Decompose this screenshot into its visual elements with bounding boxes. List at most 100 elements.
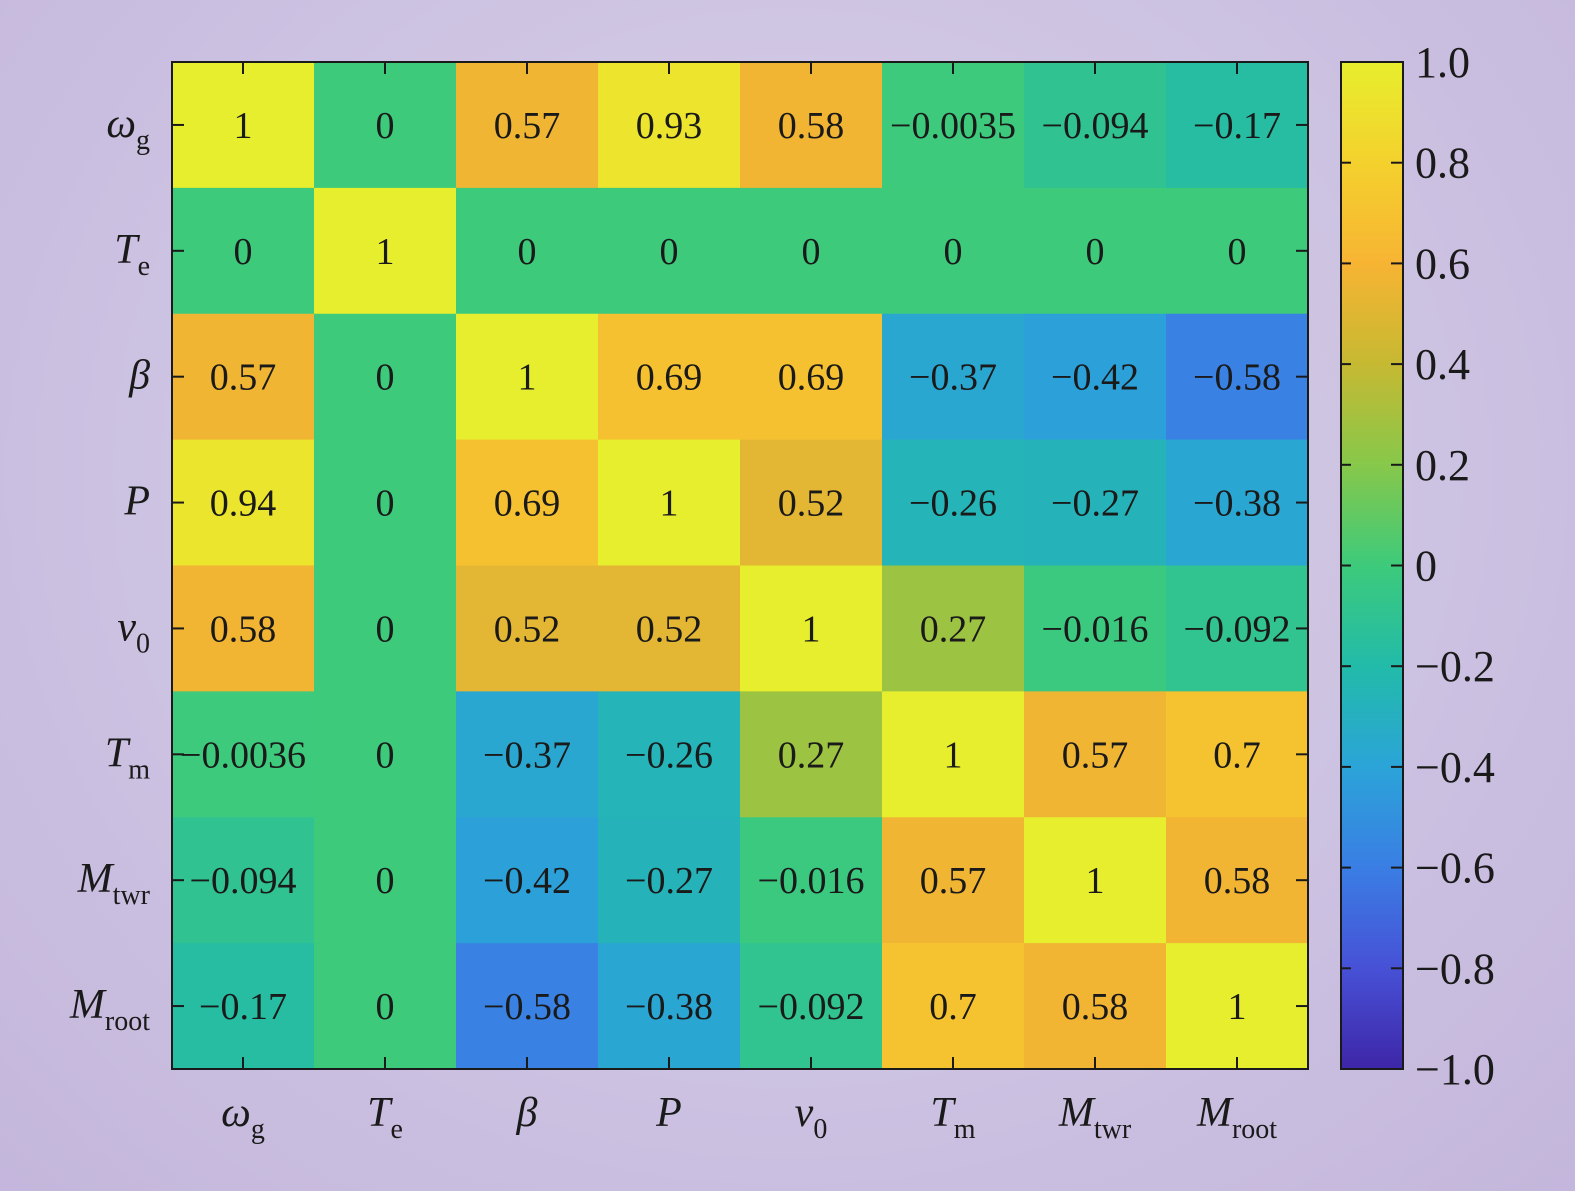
cell-value-0-3: 0.93 <box>636 105 703 147</box>
cell-value-5-0: −0.0036 <box>180 734 306 776</box>
heatmap-cell-3-0 <box>172 439 315 567</box>
heatmap-cell-7-6 <box>1024 943 1167 1070</box>
cell-value-1-2: 0 <box>518 231 537 273</box>
y-axis: ωg Te β Pv0 Tm Mtwr Mroot <box>69 101 1308 1037</box>
heatmap-cell-4-0 <box>172 565 315 692</box>
cell-value-3-5: −0.26 <box>909 483 997 525</box>
heatmap-cell-5-4 <box>740 691 883 818</box>
heatmap-cell-7-3 <box>598 943 741 1070</box>
cell-value-4-7: −0.092 <box>1184 608 1291 650</box>
y-tick-label-5: Tm <box>105 730 150 785</box>
cell-value-5-4: 0.27 <box>778 734 845 776</box>
heatmap-cell-3-6 <box>1024 439 1167 567</box>
cell-value-3-2: 0.69 <box>494 483 561 525</box>
cell-value-7-5: 0.7 <box>929 986 977 1028</box>
heatmap-cell-1-2 <box>456 187 599 315</box>
heatmap-cell-7-4 <box>740 943 883 1070</box>
cell-value-0-4: 0.58 <box>778 105 845 147</box>
heatmap-cell-6-3 <box>598 817 741 944</box>
cell-value-6-3: −0.27 <box>625 860 713 902</box>
plot-border <box>171 61 1309 1070</box>
heatmap-cell-4-2 <box>456 565 599 692</box>
heatmap-cell-6-4 <box>740 817 883 944</box>
heatmap-cell-2-5 <box>882 313 1025 441</box>
cell-value-3-3: 1 <box>660 483 679 525</box>
heatmap-cell-7-1 <box>314 943 457 1070</box>
cell-value-4-1: 0 <box>376 608 395 650</box>
cell-value-1-6: 0 <box>1086 231 1105 273</box>
cell-value-6-6: 1 <box>1086 860 1105 902</box>
heatmap-cell-3-1 <box>314 439 457 567</box>
y-tick-label-4: v0 <box>117 604 150 659</box>
cell-value-1-0: 0 <box>234 231 253 273</box>
x-tick-label-4: v0 <box>795 1090 828 1145</box>
heatmap-cell-3-5 <box>882 439 1025 567</box>
cell-value-0-5: −0.0035 <box>890 105 1016 147</box>
cell-value-5-3: −0.26 <box>625 734 713 776</box>
heatmap-cell-5-3 <box>598 691 741 818</box>
cell-value-5-1: 0 <box>376 734 395 776</box>
cell-value-5-6: 0.57 <box>1062 734 1129 776</box>
cell-value-7-1: 0 <box>376 986 395 1028</box>
cell-value-7-4: −0.092 <box>758 986 865 1028</box>
heatmap-cell-1-5 <box>882 187 1025 315</box>
heatmap-cell-5-6 <box>1024 691 1167 818</box>
heatmap-cell-7-0 <box>172 943 315 1070</box>
heatmap-cell-3-3 <box>598 439 741 567</box>
cell-value-6-7: 0.58 <box>1204 860 1271 902</box>
colorbar-tick-label-2: 0.6 <box>1415 239 1470 288</box>
cell-value-4-4: 1 <box>802 608 821 650</box>
colorbar-tick-label-9: −0.8 <box>1415 944 1495 993</box>
colorbar-tick-label-3: 0.4 <box>1415 340 1470 389</box>
x-tick-label-2: β <box>516 1090 538 1136</box>
cell-value-0-1: 0 <box>376 105 395 147</box>
cell-value-1-7: 0 <box>1228 231 1247 273</box>
colorbar: 1.0 0.8 0.6 0.4 0.2 0 −0.2 −0.4 −0.6 −0.8 −1.0 <box>1340 38 1495 1094</box>
heatmap-cell-0-5 <box>882 62 1025 189</box>
cell-value-7-0: −0.17 <box>199 986 287 1028</box>
cell-value-1-4: 0 <box>802 231 821 273</box>
heatmap-cell-7-7 <box>1166 943 1309 1070</box>
heatmap-cell-2-2 <box>456 313 599 441</box>
cell-value-7-2: −0.58 <box>483 986 571 1028</box>
x-tick-label-0: ωg <box>221 1090 265 1145</box>
cell-value-4-6: −0.016 <box>1042 608 1149 650</box>
cell-value-1-1: 1 <box>376 231 395 273</box>
heatmap-cell-1-6 <box>1024 187 1167 315</box>
heatmap-cell-5-2 <box>456 691 599 818</box>
colorbar-tick-label-5: 0 <box>1415 542 1437 591</box>
cell-value-4-3: 0.52 <box>636 608 703 650</box>
heatmap-cell-4-3 <box>598 565 741 692</box>
cell-value-3-1: 0 <box>376 483 395 525</box>
cell-value-6-0: −0.094 <box>190 860 297 902</box>
cell-value-4-5: 0.27 <box>920 608 987 650</box>
colorbar-tick-label-0: 1.0 <box>1415 38 1470 87</box>
heatmap-cell-5-0 <box>172 691 315 818</box>
heatmap-cell-4-4 <box>740 565 883 692</box>
y-tick-label-3: P <box>123 479 150 525</box>
heatmap-cell-1-4 <box>740 187 883 315</box>
cell-value-2-5: −0.37 <box>909 357 997 399</box>
heatmap-cell-4-5 <box>882 565 1025 692</box>
heatmap-cell-0-3 <box>598 62 741 189</box>
cell-value-2-6: −0.42 <box>1051 357 1139 399</box>
heatmap-cell-4-7 <box>1166 565 1309 692</box>
heatmap-cell-0-7 <box>1166 62 1309 189</box>
y-tick-label-1: Te <box>114 227 150 282</box>
cell-value-3-0: 0.94 <box>210 483 277 525</box>
cell-value-6-5: 0.57 <box>920 860 987 902</box>
heatmap-cell-0-4 <box>740 62 883 189</box>
cell-value-2-4: 0.69 <box>778 357 845 399</box>
heatmap-cell-6-2 <box>456 817 599 944</box>
y-tick-label-2: β <box>128 353 150 399</box>
colorbar-tick-label-10: −1.0 <box>1415 1045 1495 1094</box>
heatmap-cell-2-1 <box>314 313 457 441</box>
cell-value-6-2: −0.42 <box>483 860 571 902</box>
cell-value-6-4: −0.016 <box>758 860 865 902</box>
heatmap-cell-5-5 <box>882 691 1025 818</box>
heatmap-cell-7-5 <box>882 943 1025 1070</box>
heatmap-cell-0-0 <box>172 62 315 189</box>
heatmap-cell-6-6 <box>1024 817 1167 944</box>
